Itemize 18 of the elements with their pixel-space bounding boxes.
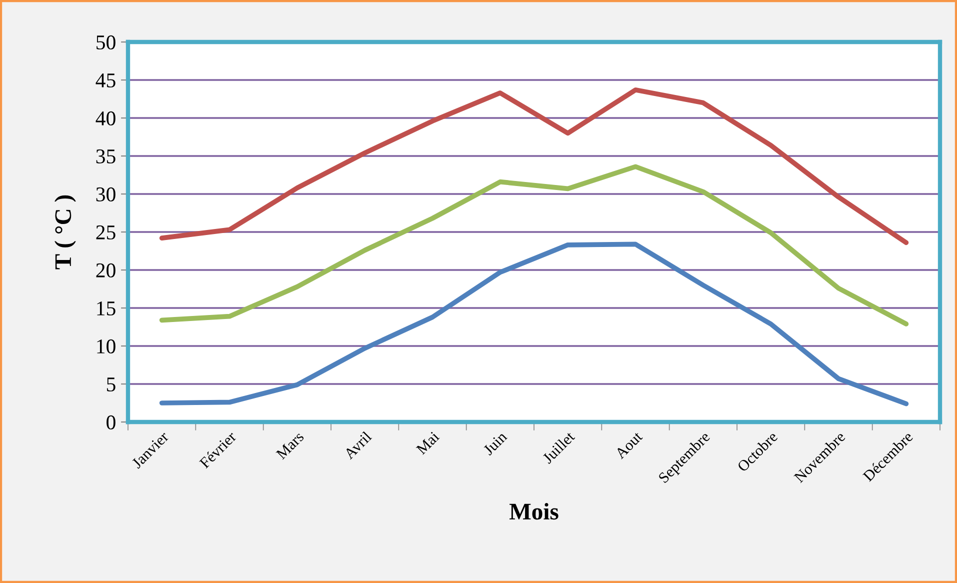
y-tick-label: 40 — [96, 111, 116, 126]
y-tick-label: 15 — [97, 301, 116, 316]
y-tick-label: 35 — [96, 149, 116, 164]
y-axis-title: T ( °C ) — [54, 195, 76, 270]
x-axis-title: Mois — [509, 502, 558, 520]
y-tick-label: 30 — [96, 187, 116, 202]
y-tick-label: 0 — [106, 415, 116, 430]
x-tick-label: Juin — [482, 430, 508, 456]
y-tick-label: 20 — [96, 263, 116, 278]
y-tick-label: 25 — [96, 225, 116, 240]
x-tick-label: Mai — [416, 430, 440, 456]
line-series — [159, 242, 909, 406]
line-series — [159, 87, 909, 246]
y-tick-label: 5 — [106, 378, 116, 392]
y-tick-label: 50 — [96, 35, 116, 50]
line-series — [159, 164, 909, 326]
y-tick-label: 10 — [97, 339, 116, 354]
y-tick-label: 45 — [96, 74, 116, 88]
